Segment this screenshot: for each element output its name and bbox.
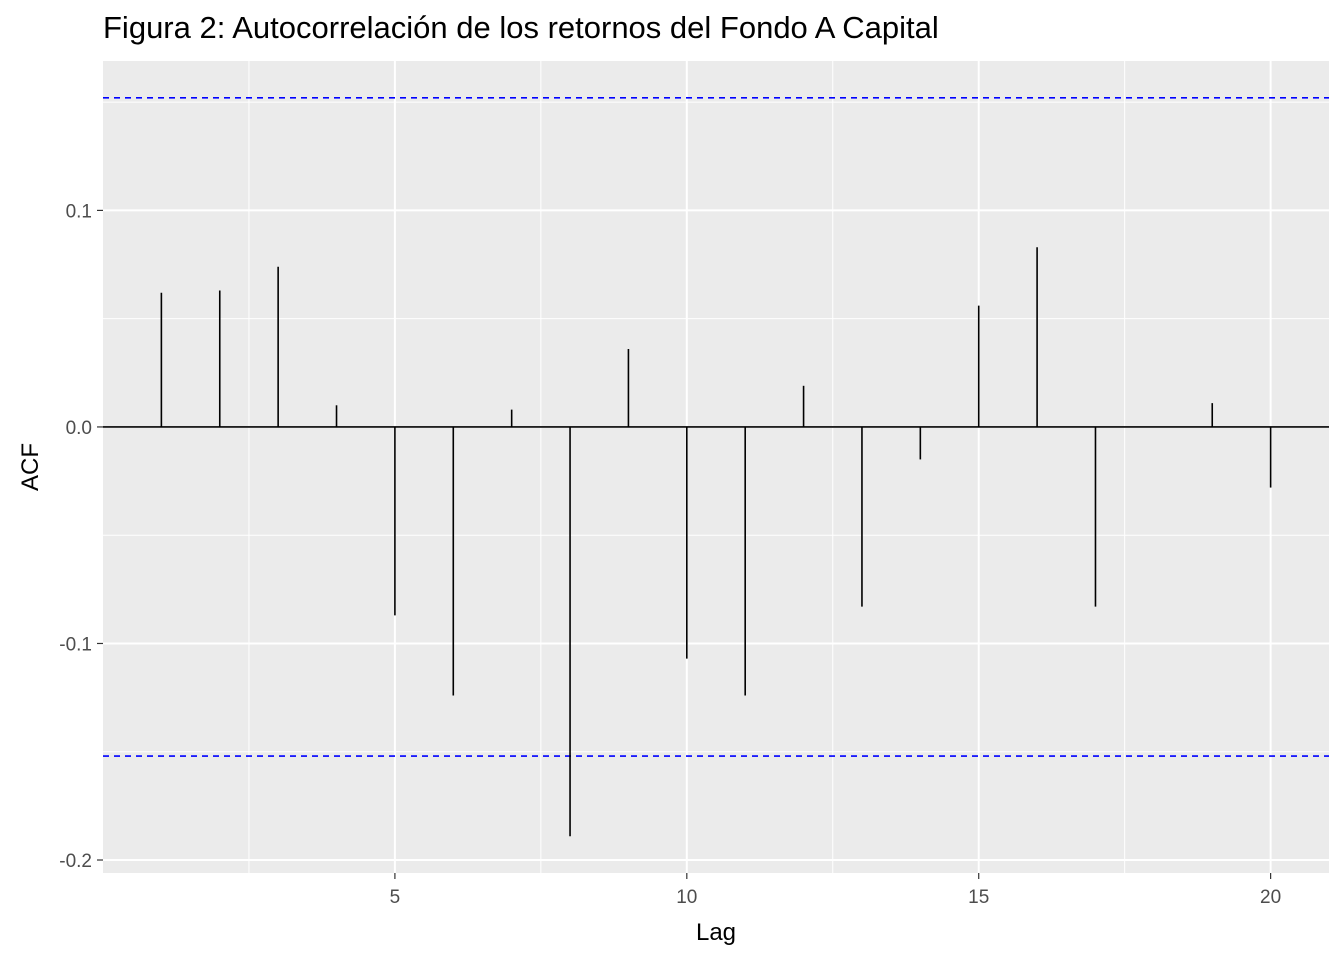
x-axis-title: Lag xyxy=(696,919,736,946)
y-tick-label: 0.0 xyxy=(66,418,92,439)
minor-gridlines xyxy=(103,61,1329,873)
y-tick-label: -0.2 xyxy=(59,851,92,872)
x-tick-label: 20 xyxy=(1260,887,1281,908)
axis-tick-labels: 5 10 15 20 -0.2 -0.1 0.0 0.1 xyxy=(59,201,1281,908)
chart-title: Figura 2: Autocorrelación de los retorno… xyxy=(103,10,939,45)
plot-panel xyxy=(103,61,1329,873)
x-tick-label: 5 xyxy=(390,887,401,908)
axis-ticks xyxy=(97,209,1272,879)
y-axis-title: ACF xyxy=(17,443,44,491)
x-tick-label: 15 xyxy=(968,887,989,908)
acf-bars xyxy=(160,247,1272,837)
y-tick-label: -0.1 xyxy=(59,634,92,655)
x-tick-label: 10 xyxy=(676,887,697,908)
y-tick-label: 0.1 xyxy=(66,201,92,222)
